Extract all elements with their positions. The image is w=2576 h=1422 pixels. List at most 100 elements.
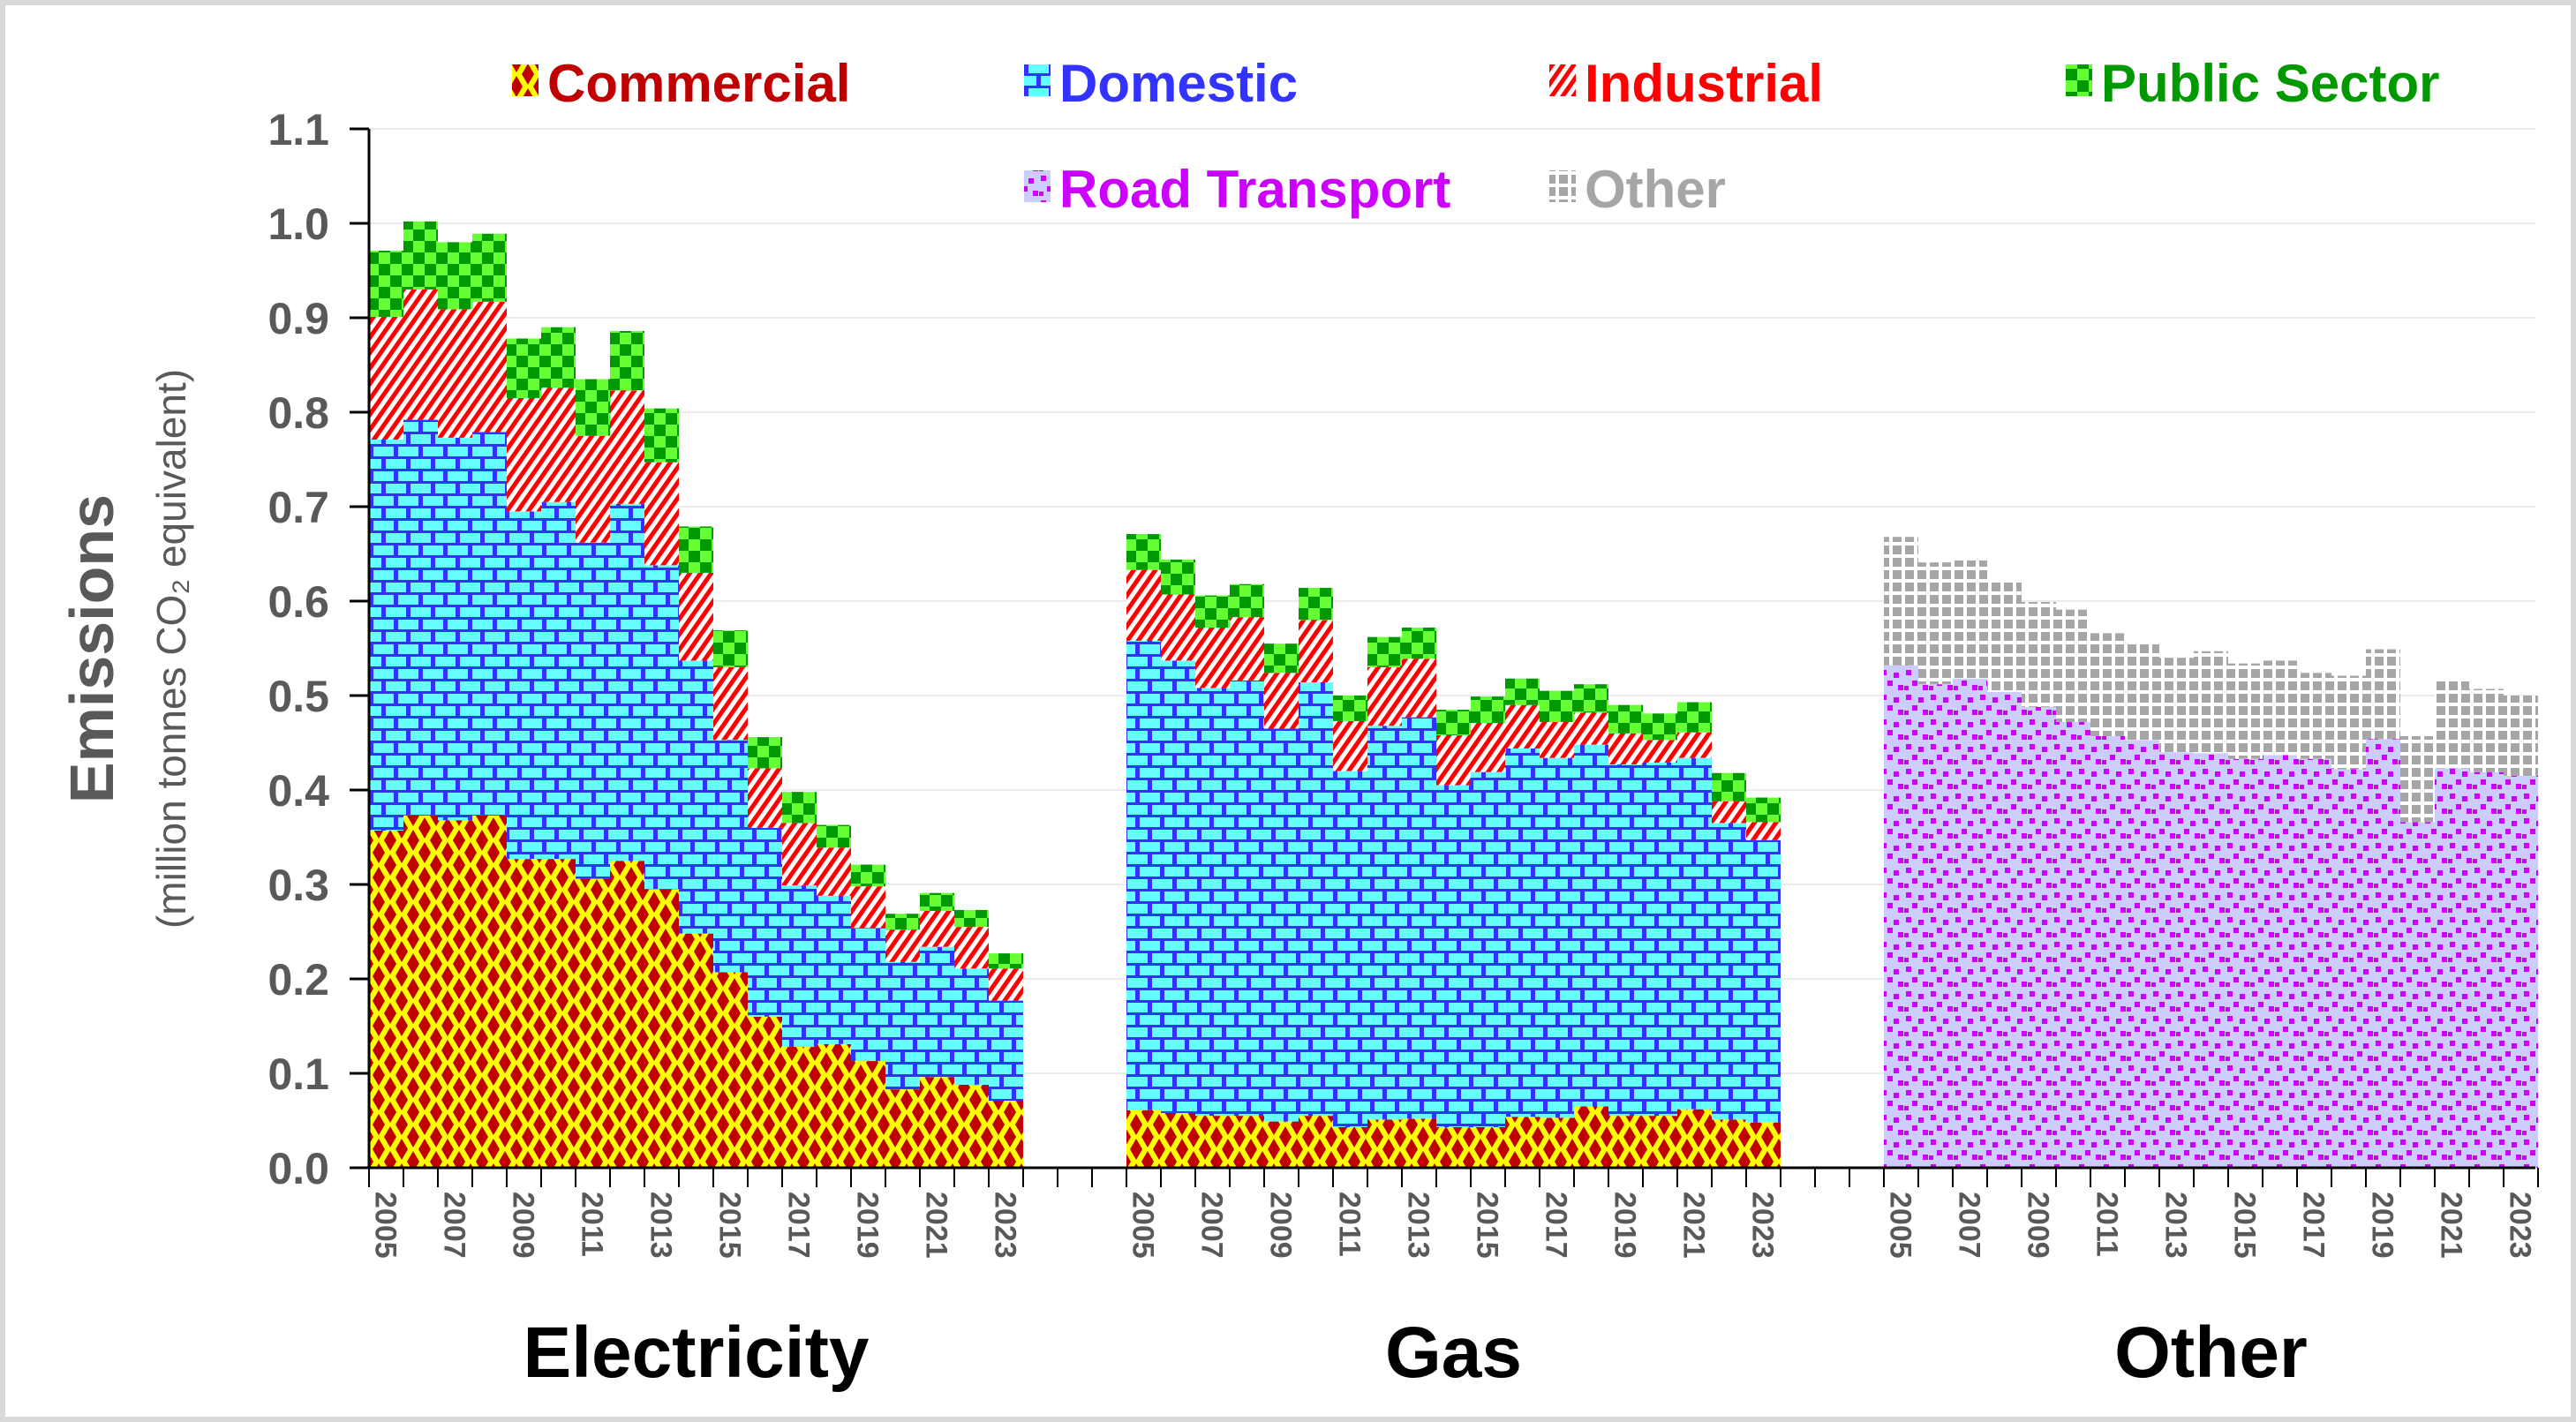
x-tick-label: 2019 [851,1192,885,1259]
bar-other [2469,688,2504,772]
legend-swatch-domestic [1024,64,1051,96]
bar-public [644,408,679,463]
bar-road [2297,758,2331,1168]
bar-road [2194,753,2228,1168]
bar-commercial [885,1089,920,1168]
bar-road [1953,678,1987,1168]
x-tick-label: 2017 [2297,1192,2331,1259]
bar-industrial [1746,822,1781,840]
bar-road [2400,822,2435,1168]
y-tick-label: 0.9 [267,294,329,343]
bar-industrial [369,316,403,440]
x-tick-label: 2017 [782,1192,816,1259]
bar-road [2331,769,2366,1168]
bar-domestic [576,542,610,879]
bar-public [851,864,885,887]
bar-industrial [679,572,713,661]
bar-public [1574,684,1608,713]
x-tick-label: 2013 [1402,1192,1435,1259]
bar-road [2090,736,2125,1168]
bar-public [472,233,507,302]
bar-commercial [1230,1116,1264,1168]
bar-domestic [1643,762,1677,1117]
bar-commercial [1195,1116,1230,1168]
bar-domestic [817,895,851,1044]
bar-domestic [1126,640,1161,1110]
bar-industrial [713,666,748,741]
x-tick-label: 2011 [576,1192,609,1257]
legend-item-other: Other [1549,160,1726,219]
bar-public [1367,636,1402,667]
bar-commercial [369,831,403,1168]
x-tick-label: 2007 [1953,1192,1986,1259]
x-tick-label: 2023 [989,1192,1022,1259]
bar-industrial [851,886,885,929]
bar-industrial [817,847,851,896]
bar-commercial [1333,1126,1367,1168]
bar-commercial [1608,1116,1643,1168]
bars [369,221,2538,1168]
bar-domestic [507,511,541,860]
bar-public [1471,696,1505,724]
bar-domestic [1677,757,1712,1110]
bar-group-other [1884,537,2538,1168]
bar-public [1643,713,1677,741]
bar-group-gas [1126,534,1781,1168]
bar-commercial [507,859,541,1168]
legend-swatch-commercial [512,64,539,96]
x-tick-label: 2011 [2090,1192,2124,1257]
bar-industrial [1643,740,1677,763]
bar-public [369,251,403,317]
legend-label-other: Other [1585,160,1726,219]
bar-industrial [644,462,679,566]
y-tick-label: 0.1 [267,1050,329,1099]
bar-road [2263,755,2297,1168]
bar-public [748,737,782,769]
x-tick-label: 2021 [2435,1192,2468,1259]
bar-commercial [1471,1126,1505,1168]
bar-industrial [472,301,507,433]
bar-commercial [1677,1109,1712,1168]
bar-other [2297,673,2331,759]
bar-commercial [541,859,576,1168]
legend-item-public: Public Sector [2066,54,2439,113]
bar-domestic [1505,748,1540,1117]
x-tick-label: 2005 [1126,1192,1160,1259]
bar-commercial [1540,1117,1574,1168]
bar-other [2056,609,2090,722]
y-tick-label: 0.7 [267,483,329,532]
bar-commercial [851,1061,885,1168]
y-tick-label: 1.0 [267,199,329,249]
bar-other [2400,736,2435,823]
bar-industrial [1299,620,1333,683]
bar-industrial [507,397,541,512]
x-tick-label: 2019 [2366,1192,2399,1259]
bar-commercial [954,1084,989,1168]
bar-commercial [1126,1110,1161,1168]
bar-domestic [954,968,989,1085]
bar-domestic [679,660,713,934]
bar-public [1264,643,1299,673]
bar-public [713,630,748,667]
bar-domestic [1712,823,1746,1120]
x-tick-label: 2015 [1471,1192,1504,1259]
bar-domestic [748,827,782,1017]
bar-commercial [403,815,438,1168]
y-tick-label: 0.3 [267,861,329,910]
bar-commercial [1574,1106,1608,1168]
bar-public [920,892,954,911]
bar-public [1402,627,1436,659]
bar-domestic [438,437,472,821]
bar-domestic [1299,682,1333,1117]
bar-industrial [1402,658,1436,718]
bar-other [2159,658,2194,753]
bar-other [2022,602,2056,707]
bar-group-electricity [369,221,1023,1168]
bar-domestic [1333,771,1367,1127]
x-tick-label: 2021 [920,1192,953,1259]
bar-public [438,242,472,310]
x-tick-label: 2005 [1884,1192,1917,1259]
x-tick-label: 2009 [507,1192,540,1259]
bar-other [1953,560,1987,679]
x-tick-labels: 2005 2007 2009 2011 2013 2015 2017 2019 2021 2023… [369,1192,2537,1259]
